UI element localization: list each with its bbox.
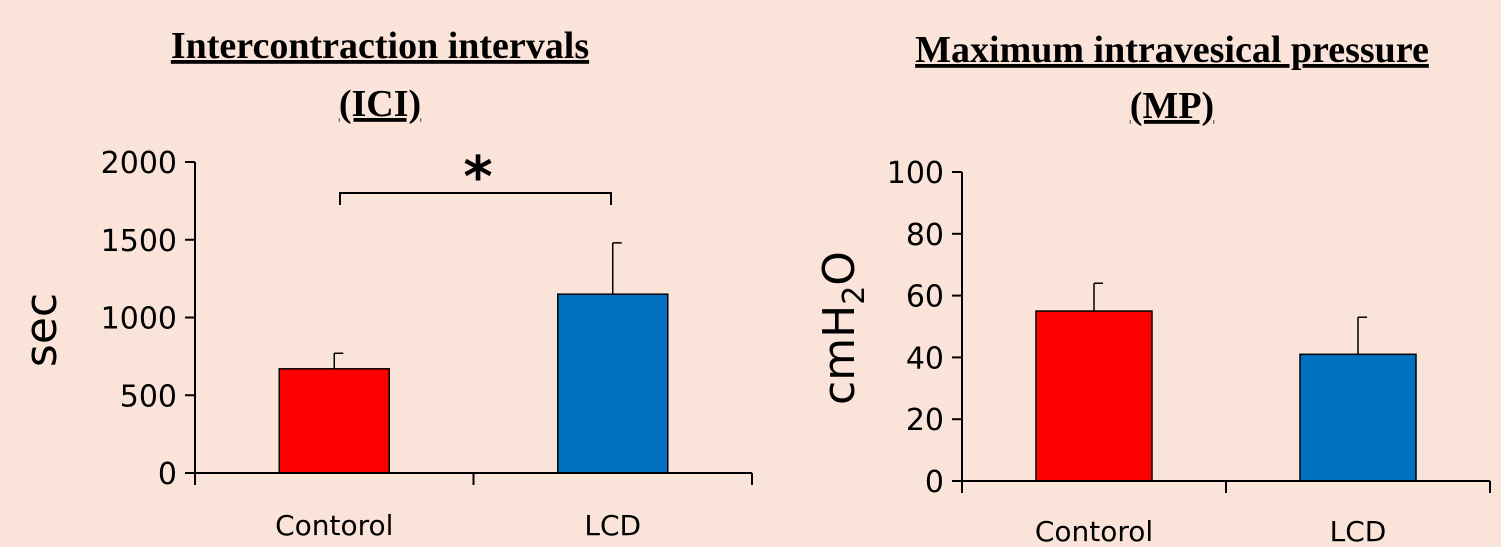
y-tick-label: 2000	[101, 146, 177, 181]
ici-significance: *	[339, 145, 612, 210]
ici-y-axis-label: sec	[16, 293, 67, 367]
y-tick-label: 1500	[101, 224, 177, 259]
ici-title-line2: (ICI)	[339, 83, 421, 125]
mp-title-line1: Maximum intravesical pressure	[915, 29, 1429, 71]
x-category-label: LCD	[584, 509, 641, 542]
mp-chart: Maximum intravesical pressure (MP) cmH2O…	[814, 29, 1491, 547]
mp-y-axis-label-tail: O	[814, 251, 865, 286]
mp-plot-area: 0 20 40 60 80 100 Contorol LCD	[887, 156, 1491, 547]
bar-lcd	[557, 293, 669, 474]
y-tick-label: 0	[158, 457, 177, 492]
x-category-label: LCD	[1330, 515, 1387, 547]
mp-y-axis-label: cmH2O	[814, 251, 872, 405]
mp-title-line2: (MP)	[1130, 85, 1214, 127]
x-category-label: Contorol	[275, 509, 393, 542]
ici-chart: Intercontraction intervals (ICI) sec 0 50…	[16, 25, 753, 542]
bar-contorol	[1035, 310, 1153, 482]
y-tick-label: 1000	[101, 302, 177, 337]
y-tick-label: 20	[906, 403, 944, 438]
bar-contorol	[278, 368, 390, 474]
ici-plot-area: 0 500 1000 1500 2000 Contorol LCD	[101, 146, 753, 542]
mp-y-axis-label-sub: 2	[837, 286, 872, 305]
y-tick-label: 0	[925, 465, 944, 500]
y-tick-label: 60	[906, 280, 944, 315]
y-tick-label: 80	[906, 218, 944, 253]
bar-lcd	[1299, 353, 1417, 482]
significance-bracket	[339, 192, 612, 205]
y-tick-label: 40	[906, 341, 944, 376]
x-category-label: Contorol	[1035, 515, 1153, 547]
ici-title-line1: Intercontraction intervals	[171, 25, 589, 67]
y-tick-label: 100	[887, 156, 944, 191]
significance-asterisk: *	[463, 145, 492, 210]
mp-y-axis-label-main: cmH	[814, 305, 865, 405]
y-tick-label: 500	[120, 379, 177, 414]
